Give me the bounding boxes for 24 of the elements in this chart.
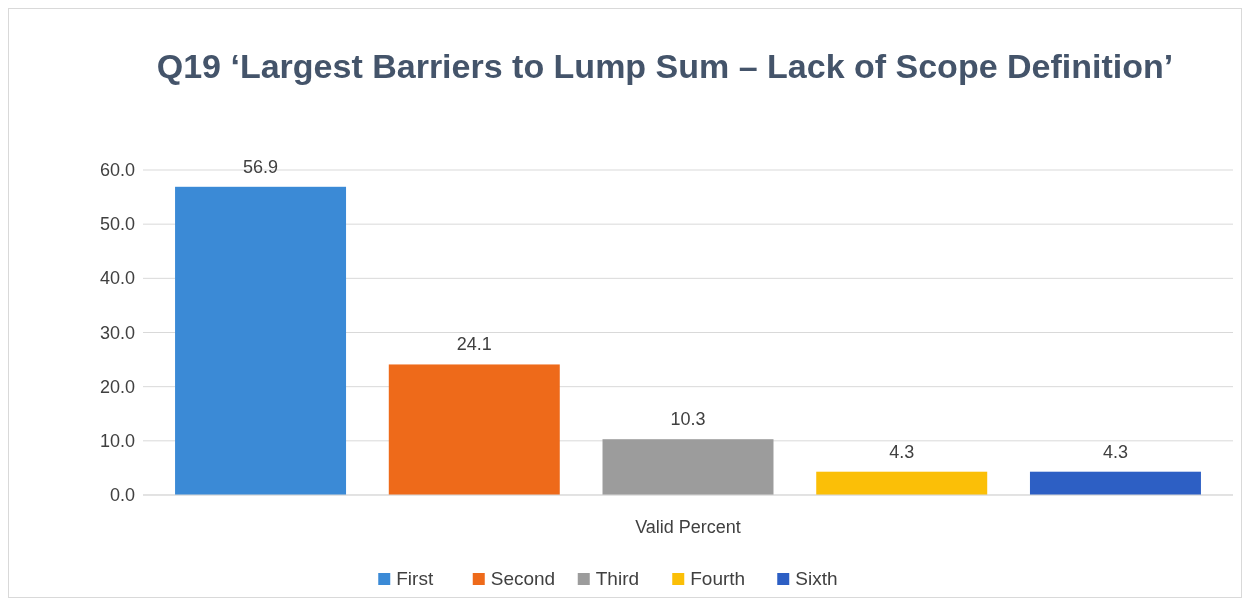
data-label: 56.9 (243, 156, 279, 177)
data-label: 4.3 (1102, 441, 1128, 462)
legend-label: Sixth (795, 568, 838, 589)
y-tick-label: 0.0 (109, 485, 135, 505)
bar (175, 186, 347, 495)
y-tick-label: 60.0 (99, 160, 135, 180)
legend-label: First (396, 568, 434, 589)
x-tick-label: Valid Percent (635, 517, 741, 537)
y-tick-label: 10.0 (99, 430, 135, 451)
chart-title: Q19 ‘Largest Barriers to Lump Sum – Lack of Scope Definition’ (156, 47, 1174, 85)
bar (816, 471, 988, 495)
legend-label: Second (490, 568, 556, 589)
legend-label: Fourth (690, 568, 746, 589)
data-label: 10.3 (670, 409, 706, 430)
data-label: 4.3 (889, 441, 915, 462)
data-label: 24.1 (456, 334, 492, 355)
y-tick-label: 20.0 (99, 376, 135, 397)
y-tick-label: 40.0 (99, 268, 135, 289)
bar (388, 364, 560, 495)
y-tick-label: 50.0 (99, 214, 135, 235)
bar (1029, 471, 1201, 495)
legend-label: Third (595, 568, 640, 589)
bar (602, 439, 774, 495)
y-tick-label: 30.0 (99, 322, 135, 343)
